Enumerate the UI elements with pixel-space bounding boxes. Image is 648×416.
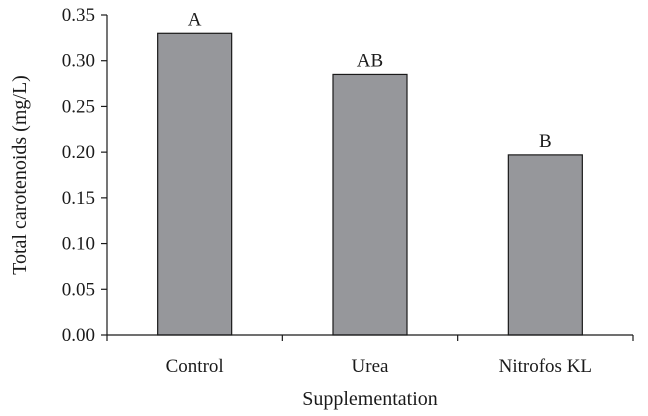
bar [507,154,583,336]
bars-layer: A AB B [157,9,583,336]
y-axis-title: Total carotenoids (mg/L) [9,75,31,275]
bar-label: A [188,9,202,30]
bar [157,32,233,336]
y-tick-label: 0.30 [62,51,95,72]
x-ticks-layer: Control Urea Nitrofos KL [106,335,634,377]
y-tick-label: 0.35 [62,5,95,26]
bar-label: B [539,131,552,152]
y-tick-label: 0.00 [62,325,95,346]
bar [332,73,408,336]
y-tick-label: 0.25 [62,96,95,117]
y-tick-label: 0.10 [62,234,95,255]
axes-layer [106,15,633,336]
x-tick-label: Urea [352,356,389,377]
bar-label: AB [357,50,383,71]
x-tick-label: Nitrofos KL [499,356,592,377]
y-ticks-layer: 0.00 0.05 0.10 0.15 0.20 0.25 0.30 0.35 [62,5,107,346]
x-tick-label: Control [166,356,224,377]
x-axis-title: Supplementation [302,388,438,410]
y-tick-label: 0.20 [62,142,95,163]
y-tick-label: 0.05 [62,279,95,300]
y-tick-label: 0.15 [62,188,95,209]
